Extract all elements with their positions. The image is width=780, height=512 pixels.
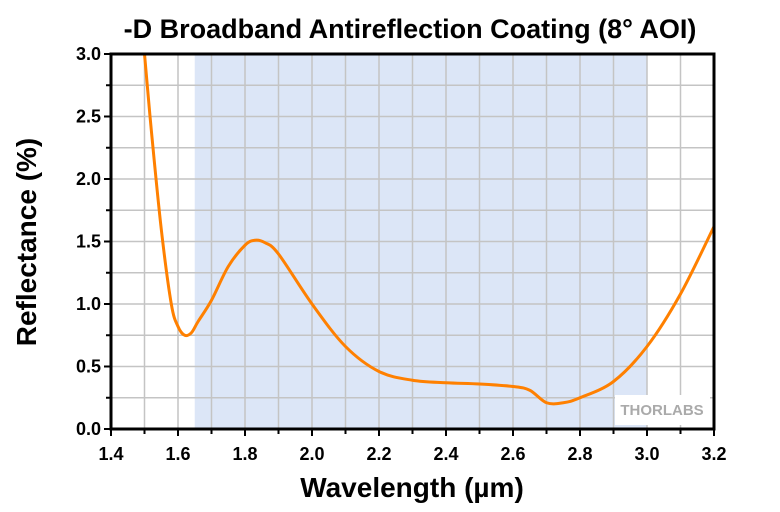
x-tick-label: 1.6 <box>165 444 190 464</box>
x-tick-label: 2.4 <box>433 444 458 464</box>
y-axis-label: Reflectance (%) <box>11 138 42 347</box>
x-tick-label: 1.8 <box>232 444 257 464</box>
x-tick-label: 2.8 <box>567 444 592 464</box>
y-tick-label: 3.0 <box>76 44 101 64</box>
x-axis-label: Wavelength (µm) <box>300 472 524 503</box>
y-tick-label: 0.5 <box>76 357 101 377</box>
y-tick-label: 1.0 <box>76 294 101 314</box>
x-tick-label: 2.0 <box>299 444 324 464</box>
y-tick-label: 0.0 <box>76 419 101 439</box>
watermark-text: THORLABS <box>620 402 703 419</box>
x-tick-label: 3.2 <box>701 444 726 464</box>
x-tick-label: 2.6 <box>500 444 525 464</box>
x-tick-label: 2.2 <box>366 444 391 464</box>
y-tick-label: 2.5 <box>76 107 101 127</box>
chart-title: -D Broadband Antireflection Coating (8° … <box>124 14 697 44</box>
y-tick-label: 2.0 <box>76 169 101 189</box>
thorlabs-watermark: THORLABS <box>615 395 710 425</box>
x-tick-label: 1.4 <box>98 444 123 464</box>
reflectance-curve <box>143 53 716 406</box>
x-tick-label: 3.0 <box>634 444 659 464</box>
y-tick-label: 1.5 <box>76 232 101 252</box>
